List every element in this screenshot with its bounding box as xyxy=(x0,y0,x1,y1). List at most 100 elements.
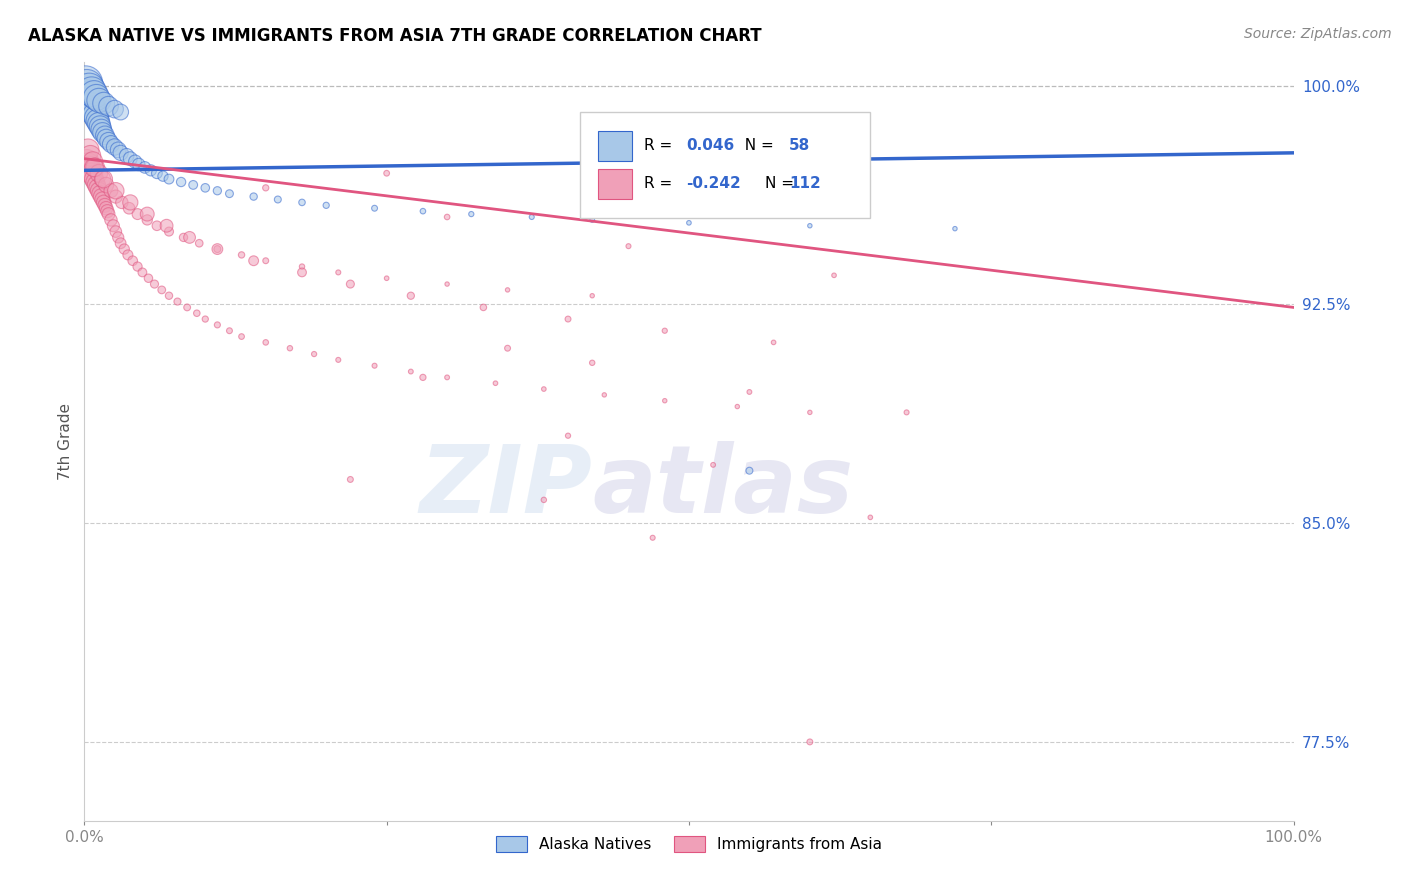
Legend: Alaska Natives, Immigrants from Asia: Alaska Natives, Immigrants from Asia xyxy=(489,830,889,858)
Point xyxy=(76,78,98,93)
Point xyxy=(291,265,314,279)
Point xyxy=(436,370,458,384)
Point xyxy=(399,365,422,379)
Text: N =: N = xyxy=(735,138,779,153)
Point xyxy=(254,335,277,350)
Point xyxy=(179,230,201,244)
Point xyxy=(94,128,117,143)
Point xyxy=(90,122,112,136)
Point xyxy=(104,189,127,203)
Text: R =: R = xyxy=(644,177,678,191)
Point xyxy=(111,195,134,210)
Point xyxy=(150,283,173,297)
Point xyxy=(146,219,169,233)
Point xyxy=(654,324,676,338)
Bar xyxy=(599,130,633,161)
Point xyxy=(128,157,150,171)
Point xyxy=(87,93,110,107)
Point xyxy=(242,253,264,268)
Point xyxy=(581,356,603,370)
Point xyxy=(157,172,180,186)
Text: 0.046: 0.046 xyxy=(686,138,735,153)
Point xyxy=(124,154,146,169)
Point xyxy=(136,207,159,221)
Text: -0.242: -0.242 xyxy=(686,177,741,191)
Point xyxy=(143,277,166,291)
Point xyxy=(91,125,114,139)
Point xyxy=(702,458,724,472)
Point xyxy=(823,268,845,283)
Point xyxy=(104,225,127,239)
Point xyxy=(94,201,117,215)
Point xyxy=(87,117,110,131)
Point xyxy=(218,324,240,338)
Point xyxy=(207,242,229,256)
Point xyxy=(254,181,277,195)
Point xyxy=(83,172,105,186)
Point xyxy=(194,312,217,326)
Point xyxy=(79,93,101,107)
Point xyxy=(339,277,361,291)
Point xyxy=(80,85,103,99)
Point xyxy=(291,195,314,210)
Point xyxy=(231,329,253,343)
Bar xyxy=(599,169,633,199)
Point xyxy=(146,166,169,180)
Point xyxy=(363,359,385,373)
Point xyxy=(91,172,114,186)
Point xyxy=(581,213,603,227)
Point xyxy=(520,210,543,224)
Point xyxy=(557,312,579,326)
Point xyxy=(157,225,180,239)
Point xyxy=(581,289,603,303)
Point xyxy=(80,99,103,113)
Point xyxy=(118,201,141,215)
Point xyxy=(121,253,143,268)
Point xyxy=(77,143,100,157)
Point xyxy=(496,283,519,297)
Point xyxy=(112,242,135,256)
Point xyxy=(186,306,208,320)
Point xyxy=(173,230,195,244)
Point xyxy=(278,341,301,355)
Point xyxy=(339,472,361,486)
Point xyxy=(103,219,125,233)
Point xyxy=(254,253,277,268)
Point xyxy=(76,154,98,169)
Point xyxy=(363,201,385,215)
Point xyxy=(84,161,107,175)
Point xyxy=(207,318,229,332)
Point xyxy=(75,76,97,90)
Point xyxy=(496,341,519,355)
Point xyxy=(86,90,108,104)
Point xyxy=(399,289,422,303)
Point xyxy=(557,428,579,442)
Point xyxy=(94,131,117,145)
Point xyxy=(207,242,229,256)
Text: 58: 58 xyxy=(789,138,810,153)
Point xyxy=(315,198,337,212)
Point xyxy=(110,145,132,160)
Point xyxy=(104,184,127,198)
Point xyxy=(375,166,398,180)
Text: 112: 112 xyxy=(789,177,821,191)
Point xyxy=(97,134,120,148)
Point xyxy=(176,301,198,315)
Point xyxy=(194,181,217,195)
Point xyxy=(460,207,482,221)
Point xyxy=(89,120,111,134)
Point xyxy=(207,184,229,198)
Point xyxy=(90,189,112,203)
Point xyxy=(97,207,120,221)
Point xyxy=(617,239,640,253)
FancyBboxPatch shape xyxy=(581,112,870,218)
Point xyxy=(82,169,104,183)
Point xyxy=(127,260,149,274)
Point xyxy=(896,405,918,419)
Point xyxy=(79,163,101,178)
Point xyxy=(107,143,129,157)
Point xyxy=(100,184,122,198)
Point xyxy=(188,236,211,251)
Point xyxy=(152,169,174,183)
Point xyxy=(943,221,966,235)
